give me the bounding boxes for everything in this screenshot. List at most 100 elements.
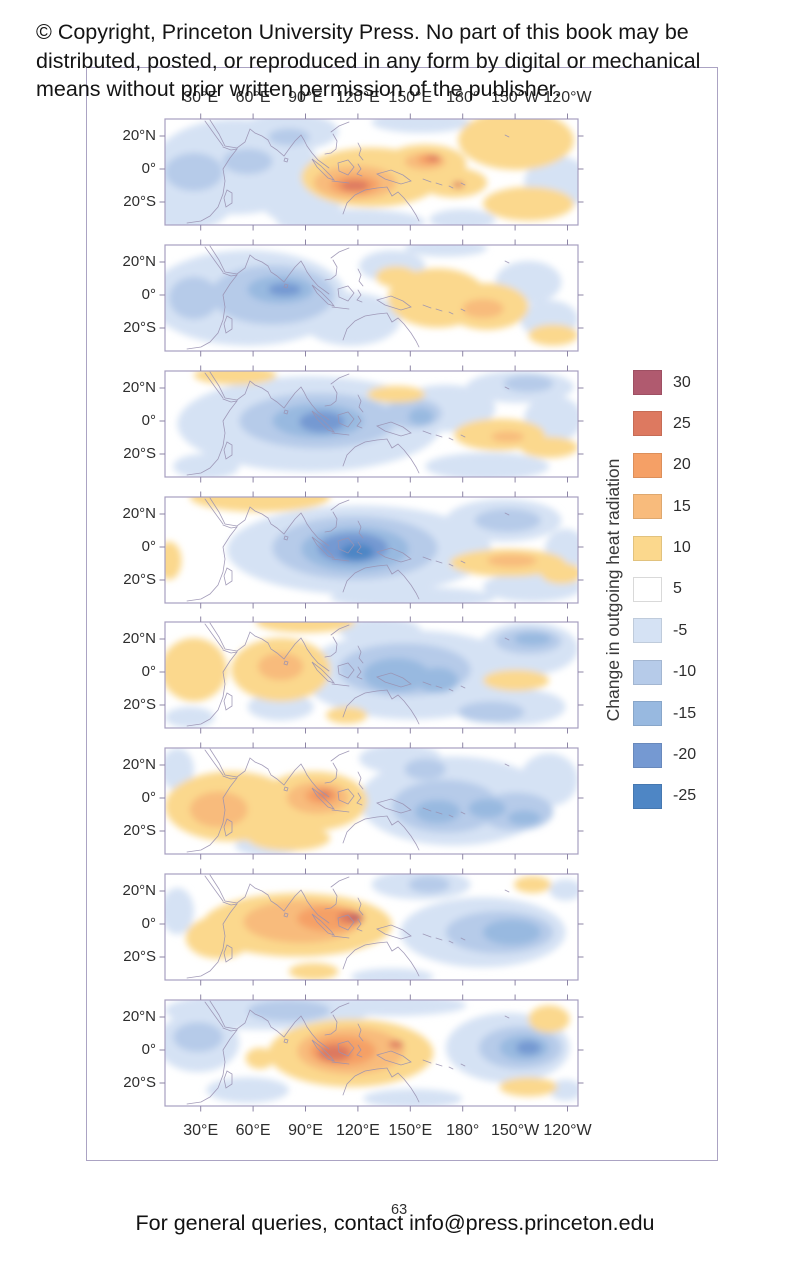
map-panel-3	[159, 365, 584, 483]
contour-blobs	[165, 874, 578, 980]
y-tick-label: 20°S	[123, 948, 156, 965]
tick-marks	[159, 113, 584, 231]
legend-swatch	[633, 452, 662, 478]
map-panel-8	[159, 994, 584, 1112]
footer-contact: For general queries, contact info@press.…	[135, 1211, 655, 1235]
x-tick-label: 150°W	[490, 89, 540, 106]
panel-border	[164, 873, 579, 981]
legend-level-label: -15	[673, 704, 697, 722]
y-tick-label: 0°	[141, 160, 156, 177]
legend-swatch	[633, 535, 662, 561]
y-tick-label: 0°	[141, 915, 156, 932]
legend-row: -10	[633, 659, 696, 685]
panel-border	[164, 999, 579, 1107]
panel-border	[164, 244, 579, 352]
map-panel-2	[159, 239, 584, 357]
figure-frame	[86, 67, 718, 1161]
contour-blobs	[165, 622, 578, 728]
y-tick-label: 20°N	[122, 1008, 156, 1025]
x-tick-label: 150°E	[388, 1122, 433, 1139]
y-tick-label: 20°S	[123, 571, 156, 588]
y-tick-label: 20°S	[123, 445, 156, 462]
copyright-notice: © Copyright, Princeton University Press.…	[36, 18, 772, 104]
y-tick-label: 20°S	[123, 193, 156, 210]
copyright-line: means without prior written permission o…	[36, 77, 561, 102]
tick-marks	[159, 491, 584, 609]
contour-blobs	[165, 119, 578, 225]
contour-blobs	[173, 371, 578, 477]
legend-level-label: -25	[673, 787, 697, 805]
legend-row: 20	[633, 452, 696, 478]
legend-swatch	[633, 411, 662, 437]
legend-swatch	[633, 701, 662, 727]
map-panel-1	[159, 113, 584, 231]
tick-marks	[159, 868, 584, 986]
legend-row: -25	[633, 783, 697, 809]
y-tick-label: 20°N	[122, 127, 156, 144]
x-tick-label: 90°E	[288, 89, 323, 106]
y-tick-label: 20°S	[123, 1074, 156, 1091]
y-tick-label: 20°S	[123, 822, 156, 839]
panel-border	[164, 370, 579, 478]
y-tick-label: 0°	[141, 286, 156, 303]
coastlines	[186, 748, 510, 853]
legend-row: 30	[633, 370, 696, 395]
legend-level-label: -5	[673, 621, 688, 639]
legend-row: -20	[633, 742, 697, 768]
map-panel-5	[159, 616, 584, 734]
legend-row: 5	[633, 576, 696, 602]
panel-border	[164, 496, 579, 604]
y-tick-label: 20°N	[122, 379, 156, 396]
x-tick-label: 120°W	[543, 89, 592, 106]
x-tick-label: 30°E	[183, 1122, 219, 1139]
map-panel-6	[159, 742, 584, 860]
x-tick-label: 60°E	[235, 1122, 271, 1139]
tick-marks	[159, 616, 584, 734]
legend-row: 25	[633, 411, 696, 437]
legend-swatch	[633, 576, 662, 602]
contour-blobs	[165, 245, 578, 346]
legend-swatch	[633, 494, 662, 520]
x-tick-label: 180°	[446, 89, 480, 106]
y-tick-label: 0°	[141, 538, 156, 555]
tick-marks	[159, 239, 584, 357]
tick-marks	[159, 365, 584, 483]
y-tick-label: 20°N	[122, 253, 156, 270]
legend-level-label: 25	[673, 414, 691, 432]
map-panel-4	[159, 491, 584, 609]
legend-level-label: 20	[673, 456, 691, 474]
legend-row: -15	[633, 701, 697, 727]
legend-row: 10	[633, 535, 696, 561]
x-tick-label: 60°E	[235, 89, 271, 106]
coastlines	[186, 622, 510, 727]
legend-swatch	[633, 370, 662, 395]
legend-swatch	[633, 659, 662, 685]
page-number: 63	[391, 1202, 408, 1218]
y-tick-label: 20°N	[122, 882, 156, 899]
legend-level-label: 15	[673, 497, 691, 515]
y-tick-label: 0°	[141, 663, 156, 680]
tick-marks	[159, 742, 584, 860]
legend-level-label: 10	[673, 539, 691, 557]
panel-border	[164, 747, 579, 855]
panel-border	[164, 118, 579, 226]
copyright-line: distributed, posted, or reproduced in an…	[36, 48, 701, 73]
x-tick-label: 150°E	[388, 89, 433, 106]
x-tick-label: 120°E	[336, 1122, 380, 1139]
coastlines	[186, 874, 510, 979]
coastlines	[186, 497, 510, 602]
y-tick-label: 20°N	[122, 756, 156, 773]
copyright-line: © Copyright, Princeton University Press.…	[36, 20, 689, 44]
coastlines	[186, 119, 510, 224]
legend-swatch	[633, 742, 662, 768]
legend-level-label: -20	[673, 746, 697, 764]
legend-title: Change in outgoing heat radiation	[603, 458, 623, 722]
coastlines	[186, 1000, 510, 1105]
x-tick-label: 90°E	[288, 1122, 323, 1139]
y-tick-label: 20°N	[122, 505, 156, 522]
y-tick-label: 0°	[141, 789, 156, 806]
legend-level-label: 5	[673, 580, 682, 598]
panel-border	[164, 621, 579, 729]
contour-blobs	[165, 748, 578, 854]
legend: 30 25 20 15 10 5 -5 -10 -15 -20 -25	[633, 370, 696, 825]
